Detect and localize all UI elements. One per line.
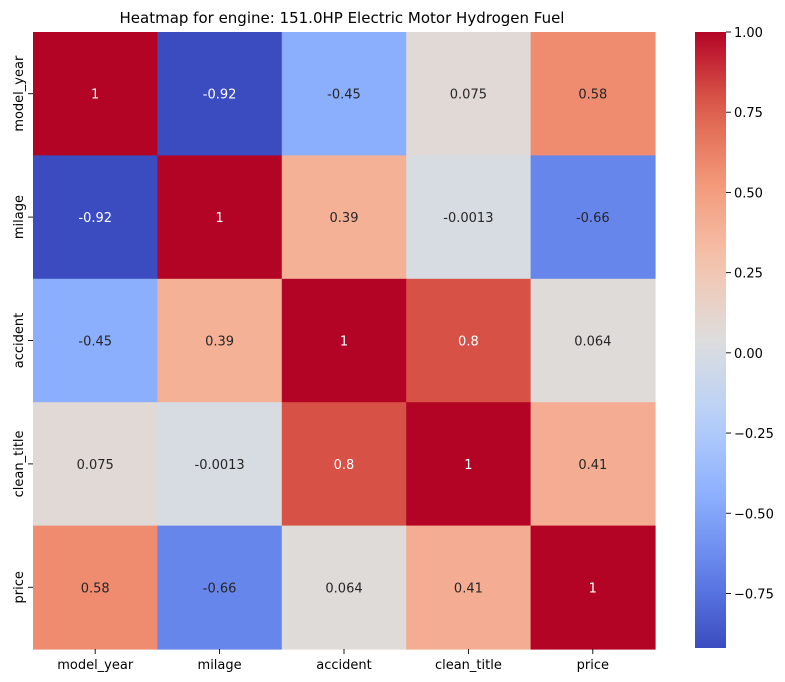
x-axis: model_year milage accident clean_title price — [57, 649, 609, 673]
cell-annotation: -0.45 — [327, 88, 361, 103]
cell-annotations: 1 -0.92 -0.45 0.075 0.58 -0.92 1 0.39 -0.0013 -0.… — [77, 88, 612, 597]
colorbar-tick-label: 0.50 — [734, 186, 763, 201]
cell-annotation: 0.41 — [578, 458, 607, 473]
heatmap-cell — [406, 155, 532, 280]
heatmap-cell — [281, 278, 407, 403]
cell-annotation: -0.0013 — [195, 458, 245, 473]
colorbar-tick-label: 0.25 — [734, 267, 763, 282]
cell-annotation: -0.92 — [78, 211, 112, 226]
y-tick-label: clean_title — [12, 430, 27, 497]
y-tick-label: milage — [12, 195, 27, 239]
cell-annotation: 0.064 — [325, 581, 362, 596]
heatmap-cell — [33, 402, 158, 527]
heatmap-cell — [406, 32, 532, 156]
colorbar-tick-label: 1.00 — [734, 26, 763, 41]
cell-annotation: 0.39 — [330, 211, 359, 226]
cell-annotation: 0.075 — [77, 458, 114, 473]
heatmap-cell — [406, 402, 532, 527]
x-tick-label: milage — [198, 658, 242, 673]
cell-annotation: 1 — [589, 581, 597, 596]
cell-annotation: -0.45 — [78, 335, 112, 350]
colorbar-tick-label: −0.75 — [734, 587, 774, 602]
heatmap-cell — [281, 32, 407, 156]
cell-annotation: 1 — [464, 458, 472, 473]
cell-annotation: -0.66 — [203, 581, 237, 596]
heatmap-cell — [33, 32, 158, 156]
heatmap-cell — [157, 32, 283, 156]
heatmap-cell — [157, 402, 283, 527]
colorbar-tick-label: −0.25 — [734, 427, 774, 442]
colorbar: 1.00 0.75 0.50 0.25 0.00 −0.25 −0.50 −0.75 — [695, 26, 774, 648]
heatmap-cell — [33, 155, 158, 280]
heatmap-cells — [33, 32, 656, 650]
y-tick-label: price — [12, 571, 27, 603]
cell-annotation: -0.0013 — [443, 211, 493, 226]
cell-annotation: 0.8 — [458, 335, 479, 350]
cell-annotation: 0.58 — [81, 581, 110, 596]
heatmap-cell — [157, 155, 283, 280]
cell-annotation: 1 — [340, 335, 348, 350]
heatmap-cell — [157, 525, 283, 650]
cell-annotation: 0.58 — [578, 88, 607, 103]
heatmap-cell — [281, 155, 407, 280]
cell-annotation: -0.66 — [576, 211, 610, 226]
heatmap-cell — [281, 525, 407, 650]
colorbar-tick-label: 0.00 — [734, 347, 763, 362]
heatmap-cell — [530, 155, 656, 280]
cell-annotation: 0.075 — [450, 88, 487, 103]
colorbar-gradient — [695, 32, 726, 648]
colorbar-tick-label: −0.50 — [734, 507, 774, 522]
heatmap-cell — [406, 278, 532, 403]
heatmap-cell — [530, 525, 656, 650]
cell-annotation: 0.8 — [334, 458, 355, 473]
cell-annotation: 0.41 — [454, 581, 483, 596]
x-tick-label: price — [577, 658, 609, 673]
heatmap-cell — [281, 402, 407, 527]
cell-annotation: 1 — [215, 211, 223, 226]
heatmap-cell — [157, 278, 283, 403]
heatmap-cell — [406, 525, 532, 650]
cell-annotation: -0.92 — [203, 88, 237, 103]
x-tick-label: clean_title — [435, 658, 502, 673]
heatmap-cell — [33, 525, 158, 650]
chart-title: Heatmap for engine: 151.0HP Electric Mot… — [120, 9, 565, 27]
cell-annotation: 1 — [91, 88, 99, 103]
heatmap-cell — [530, 32, 656, 156]
cell-annotation: 0.39 — [205, 335, 234, 350]
heatmap-cell — [530, 278, 656, 403]
y-tick-label: model_year — [12, 55, 27, 132]
colorbar-tick-label: 0.75 — [734, 106, 763, 121]
heatmap-cell — [530, 402, 656, 527]
x-tick-label: accident — [316, 658, 371, 673]
x-tick-label: model_year — [57, 658, 134, 673]
cell-annotation: 0.064 — [574, 335, 611, 350]
heatmap-cell — [33, 278, 158, 403]
y-tick-label: accident — [12, 313, 27, 368]
